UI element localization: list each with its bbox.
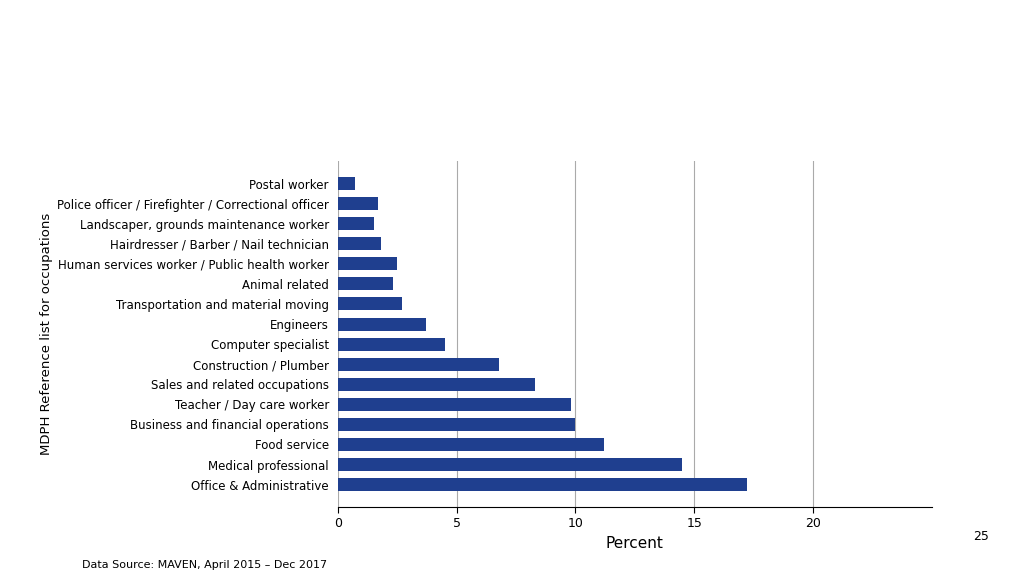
Bar (338, 358, 500, 371)
Bar (338, 177, 354, 190)
Bar (338, 458, 682, 471)
Bar (338, 317, 426, 331)
Bar (338, 257, 397, 270)
Bar (338, 237, 381, 250)
Bar (338, 438, 604, 451)
Bar (338, 197, 378, 210)
Bar (338, 297, 402, 310)
Text: MDPH Reference list for occupations: MDPH Reference list for occupations (40, 213, 52, 455)
X-axis label: Percent: Percent (606, 536, 664, 551)
Bar (338, 478, 746, 491)
Bar (338, 338, 444, 351)
Bar (338, 418, 575, 431)
Bar (338, 278, 392, 290)
Text: Distribution of Occupation within Enteric
Diseases by MDPH Occupation Group, N=1: Distribution of Occupation within Enteri… (182, 35, 842, 95)
Bar (338, 398, 570, 411)
Bar (338, 378, 536, 391)
Text: 25: 25 (973, 530, 989, 543)
Text: Data Source: MAVEN, April 2015 – Dec 2017: Data Source: MAVEN, April 2015 – Dec 201… (82, 560, 327, 570)
Bar (338, 217, 374, 230)
